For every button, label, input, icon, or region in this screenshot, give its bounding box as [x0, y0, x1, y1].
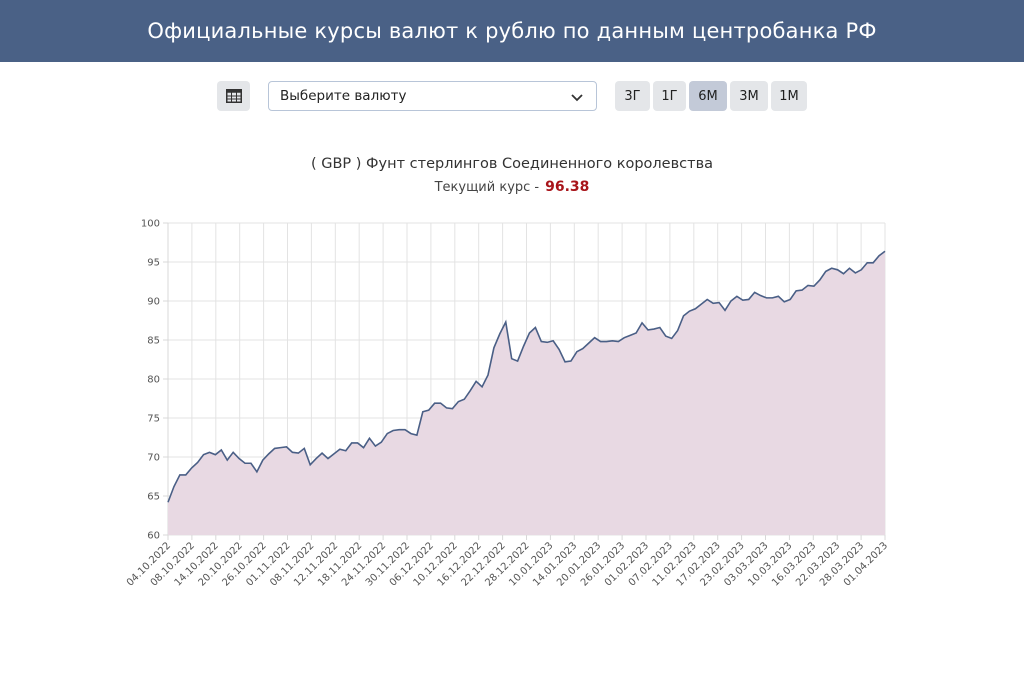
period-button-3m[interactable]: 3М: [730, 81, 768, 111]
currency-select-value: Выберите валюту: [280, 88, 407, 104]
table-icon: [225, 89, 242, 103]
y-tick-label: 70: [147, 453, 160, 464]
y-tick-label: 60: [147, 531, 160, 542]
current-rate: Текущий курс - 96.38: [0, 179, 1024, 195]
current-rate-value: 96.38: [545, 179, 590, 195]
y-tick-label: 90: [147, 297, 160, 308]
y-axis: 60 65 70 75 80 85 90 95 100: [141, 219, 160, 542]
y-tick-label: 100: [141, 219, 160, 230]
y-tick-label: 75: [147, 414, 160, 425]
y-tick-label: 85: [147, 336, 160, 347]
period-button-1m[interactable]: 1М: [771, 81, 807, 111]
chevron-down-icon: [571, 94, 583, 102]
y-tick-label: 65: [147, 492, 160, 503]
period-button-1y[interactable]: 1Г: [653, 81, 686, 111]
period-buttons: 3Г 1Г 6М 3М 1М: [615, 81, 807, 111]
page-title: Официальные курсы валют к рублю по данны…: [147, 19, 877, 43]
y-tick-label: 95: [147, 258, 160, 269]
rate-area: [168, 251, 885, 536]
period-button-6m[interactable]: 6М: [689, 81, 727, 111]
rate-line: [167, 250, 886, 503]
toolbar: Выберите валюту 3Г 1Г 6М 3М 1М: [0, 81, 1024, 111]
x-axis: 04.10.202208.10.202214.10.202220.10.2022…: [125, 540, 890, 588]
period-button-3y[interactable]: 3Г: [615, 81, 650, 111]
table-view-button[interactable]: [217, 81, 250, 111]
page-header: Официальные курсы валют к рублю по данны…: [0, 0, 1024, 62]
y-tick-label: 80: [147, 375, 160, 386]
current-rate-label: Текущий курс -: [434, 180, 540, 195]
currency-select[interactable]: Выберите валюту: [268, 81, 597, 111]
chart-title: ( GBP ) Фунт стерлингов Соединенного кор…: [310, 156, 713, 172]
